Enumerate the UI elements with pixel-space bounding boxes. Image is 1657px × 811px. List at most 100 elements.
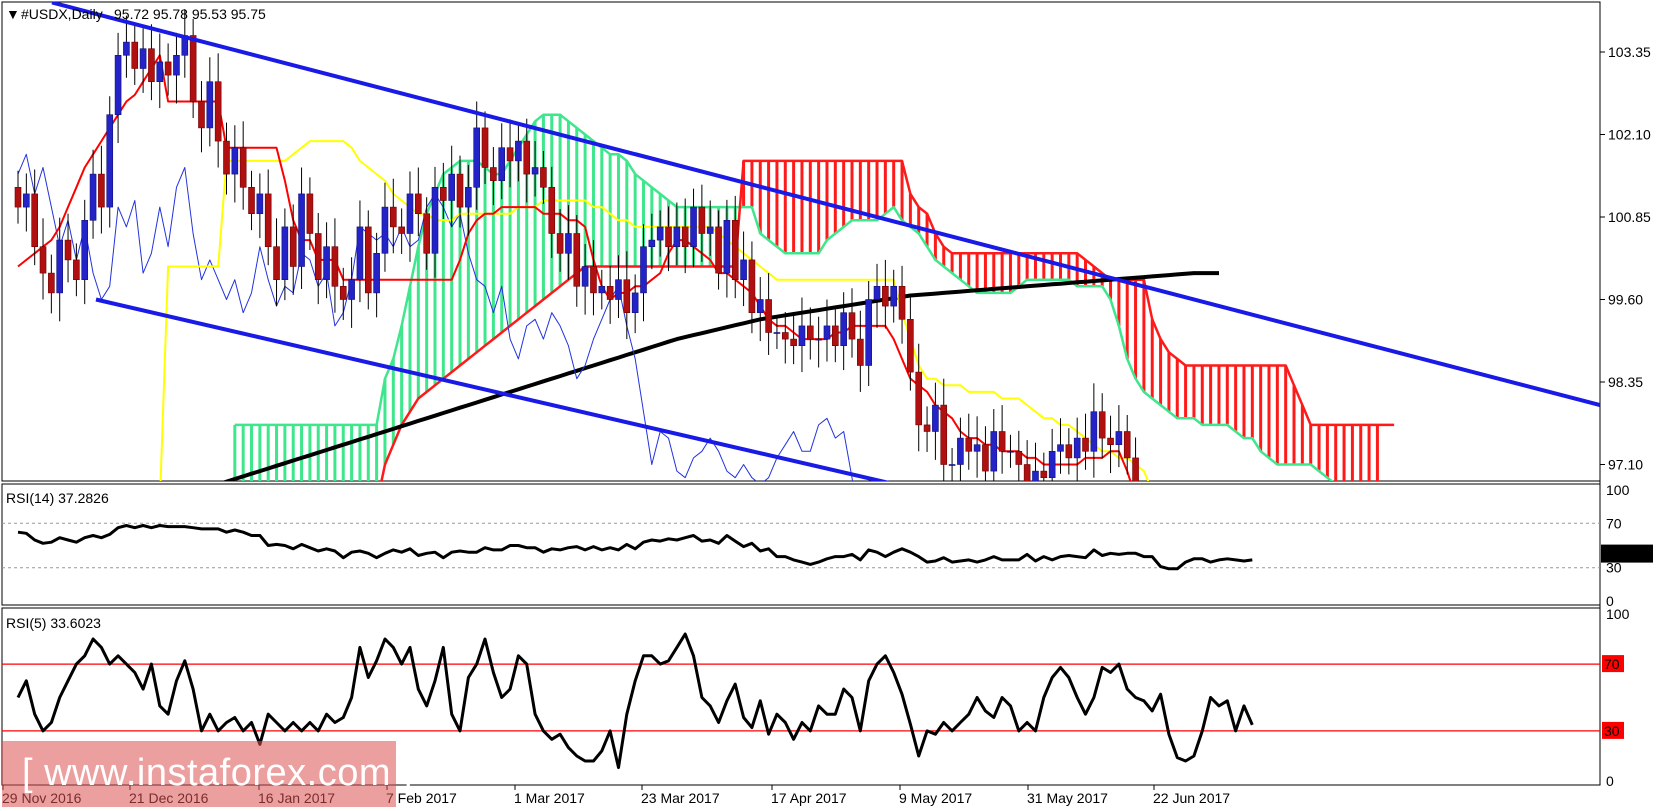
candle — [848, 288, 856, 358]
candle — [281, 208, 289, 301]
cloud-bar — [642, 180, 645, 267]
candle — [998, 405, 1006, 474]
x-tick-label: 23 Mar 2017 — [641, 790, 720, 806]
candle — [1015, 430, 1023, 481]
candle-body — [1123, 431, 1131, 459]
candle — [206, 57, 214, 147]
cloud-bar — [366, 424, 370, 481]
candle — [1141, 506, 1147, 589]
cloud-bar — [825, 160, 829, 241]
candle — [698, 184, 706, 262]
rsi-level-label: 30 — [1604, 723, 1620, 739]
candle-body — [932, 404, 939, 432]
candle-body — [498, 147, 506, 181]
candle — [1082, 413, 1089, 470]
cloud-bar — [1217, 365, 1221, 425]
cloud-bar — [608, 154, 612, 267]
cloud-bar — [475, 160, 479, 353]
cloud-bar — [1250, 365, 1254, 439]
cloud-bar — [541, 114, 545, 300]
candle — [590, 240, 597, 316]
cloud-bar — [525, 134, 529, 313]
candle — [940, 378, 948, 481]
header-arrow-icon[interactable]: ▼ — [6, 6, 20, 22]
candle-body — [1082, 437, 1089, 452]
candle — [423, 197, 430, 270]
candle-body — [723, 220, 731, 274]
candle — [606, 265, 614, 324]
candle-body — [314, 233, 322, 281]
candle — [1149, 529, 1155, 597]
candle-body — [656, 226, 664, 241]
candle — [948, 448, 956, 481]
candle-body — [598, 285, 606, 294]
candle-body — [1090, 411, 1098, 452]
candle — [1199, 529, 1205, 575]
cloud-bar — [516, 147, 520, 320]
candle — [314, 213, 322, 305]
candle-body — [1023, 464, 1031, 481]
cloud-bar — [433, 193, 437, 386]
candle-body — [339, 285, 347, 300]
candle-body — [356, 226, 364, 280]
cloud-bar — [1292, 385, 1296, 465]
candle-body — [123, 41, 130, 56]
lower-channel-line — [95, 297, 890, 481]
candle-body — [89, 173, 97, 221]
cloud-bar — [450, 167, 454, 373]
candle-body — [640, 246, 647, 294]
candle-body — [331, 246, 339, 287]
candle-body — [173, 54, 180, 76]
cloud-bar — [775, 160, 779, 247]
candle-body — [523, 140, 531, 175]
candle-body — [406, 193, 414, 234]
candle — [306, 177, 314, 250]
cloud-bar — [1309, 424, 1313, 465]
watermark-box — [2, 741, 396, 807]
cloud-bar — [1050, 253, 1054, 280]
candle-body — [456, 173, 464, 208]
candle — [156, 33, 164, 109]
candle — [440, 162, 447, 219]
candle-body — [982, 444, 989, 472]
candle — [1158, 525, 1164, 577]
candle-body — [615, 279, 622, 300]
candle-body — [1199, 554, 1205, 557]
cloud-bar — [1150, 319, 1154, 399]
candle-body — [681, 226, 689, 247]
candle-body — [948, 464, 956, 466]
cloud-bar — [625, 160, 629, 267]
cloud-bar — [300, 424, 304, 481]
candle — [248, 170, 255, 231]
candle — [740, 231, 747, 307]
candle-body — [373, 253, 380, 294]
cloud-bar — [1142, 279, 1146, 392]
cloud-bar — [1267, 365, 1271, 458]
candle-body — [940, 404, 948, 465]
candle-body — [389, 206, 397, 228]
cloud-bar — [1042, 253, 1046, 280]
senkou-span-a — [234, 113, 1334, 481]
cloud-bar — [850, 160, 854, 221]
rsi-level-box — [1602, 721, 1624, 739]
candle-body — [415, 193, 422, 214]
cloud-bar — [508, 160, 512, 326]
candle-body — [715, 226, 722, 274]
cloud-bar — [817, 160, 821, 254]
candle — [381, 182, 389, 272]
candle-body — [1141, 531, 1147, 571]
candle-body — [273, 246, 280, 280]
candle — [540, 151, 547, 204]
candle — [932, 382, 939, 460]
cloud-bar — [1209, 365, 1213, 425]
candle — [490, 147, 497, 206]
candle-body — [865, 299, 872, 366]
candle-body — [223, 140, 230, 175]
cloud-bar — [241, 424, 245, 481]
cloud-bar — [908, 193, 912, 227]
candle-body — [148, 48, 155, 83]
cloud-bar — [1184, 365, 1188, 419]
candle — [331, 218, 339, 313]
upper-channel-line — [51, 2, 1600, 408]
